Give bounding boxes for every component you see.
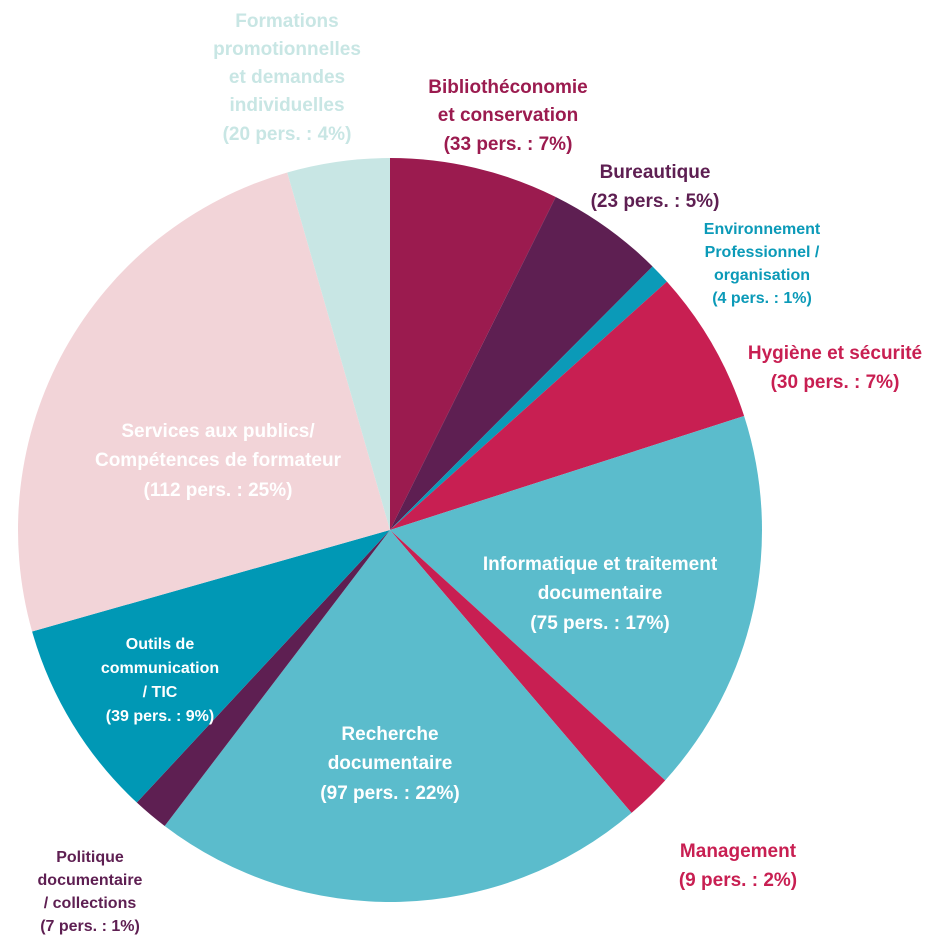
pie-slice <box>164 530 632 902</box>
pie-slice <box>390 530 666 813</box>
pie-slice <box>17 172 391 632</box>
slice-label: et demandes <box>229 67 345 88</box>
slice-label: Bureautique <box>600 162 711 183</box>
slice-label: Services aux publics/ <box>121 421 315 442</box>
value-label: (30 pers. : 7%) <box>771 372 900 393</box>
slice-label: documentaire <box>538 583 663 604</box>
pie-slice <box>136 530 390 826</box>
slice-label: et conservation <box>438 105 578 126</box>
slice-label: Environnement <box>704 221 821 238</box>
value-label: (9 pers. : 2%) <box>679 870 797 891</box>
slice-label: Formations <box>235 11 338 32</box>
value-label: (7 pers. : 1%) <box>40 918 140 935</box>
pie-slice <box>390 416 762 781</box>
slice-label: documentaire <box>328 753 453 774</box>
pie-slice <box>32 530 390 803</box>
value-label: (75 pers. : 17%) <box>530 613 669 634</box>
slice-label: Outils de <box>126 636 195 653</box>
slice-label: Management <box>680 841 797 862</box>
value-label: (97 pers. : 22%) <box>320 783 459 804</box>
pie-slice <box>287 158 390 530</box>
slice-label: / TIC <box>143 684 178 701</box>
pie-slice <box>390 158 556 530</box>
value-label: (33 pers. : 7%) <box>444 134 573 155</box>
value-label: (4 pers. : 1%) <box>712 290 812 307</box>
pie-slice <box>390 196 653 530</box>
value-label: (39 pers. : 9%) <box>106 708 214 725</box>
pie-slice <box>390 266 667 530</box>
slice-label: / collections <box>44 895 137 912</box>
value-label: (112 pers. : 25%) <box>144 480 293 501</box>
slice-label: Recherche <box>341 724 438 745</box>
slice-label: Hygiène et sécurité <box>748 343 922 364</box>
slice-label: communication <box>101 660 219 677</box>
value-label: (20 pers. : 4%) <box>223 124 352 145</box>
slice-label: Politique <box>56 849 124 866</box>
slice-label: promotionnelles <box>213 39 361 60</box>
slice-label: Bibliothéconomie <box>428 77 587 98</box>
slice-label: Informatique et traitement <box>483 554 718 575</box>
pie-slice <box>390 281 745 530</box>
slice-label: individuelles <box>229 95 344 116</box>
slice-label: Professionnel / <box>705 244 820 261</box>
slice-label: organisation <box>714 267 810 284</box>
slice-label: documentaire <box>38 872 143 889</box>
value-label: (23 pers. : 5%) <box>591 191 720 212</box>
slice-label: Compétences de formateur <box>95 450 342 471</box>
